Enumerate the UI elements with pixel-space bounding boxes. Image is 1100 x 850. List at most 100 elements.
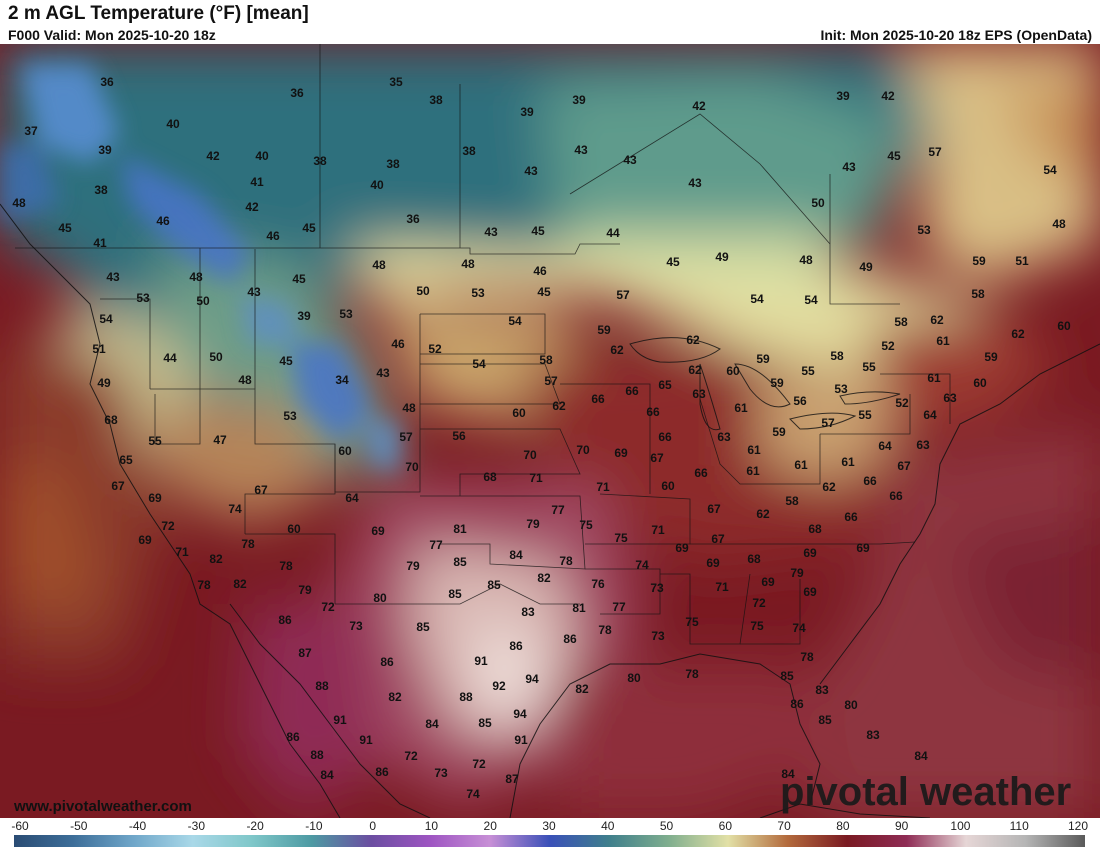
temperature-label: 50 (811, 196, 825, 210)
temperature-label: 67 (254, 483, 268, 497)
temperature-label: 69 (803, 585, 817, 599)
temperature-field (0, 44, 1100, 818)
colorbar-tick-label: -20 (246, 819, 264, 833)
temperature-label: 69 (138, 533, 152, 547)
temperature-label: 88 (315, 679, 329, 693)
temperature-label: 62 (930, 313, 944, 327)
temperature-label: 40 (255, 149, 269, 163)
temperature-label: 85 (780, 669, 794, 683)
temperature-label: 54 (750, 292, 764, 306)
temperature-label: 78 (241, 537, 255, 551)
temperature-label: 82 (233, 577, 247, 591)
temperature-label: 57 (399, 430, 413, 444)
temperature-label: 38 (386, 157, 400, 171)
temperature-label: 48 (189, 270, 203, 284)
temperature-label: 45 (666, 255, 680, 269)
colorbar-tick-label: 100 (950, 819, 971, 833)
temperature-label: 55 (858, 408, 872, 422)
temperature-label: 79 (526, 517, 540, 531)
temperature-label: 65 (658, 378, 672, 392)
temperature-label: 80 (844, 698, 858, 712)
temperature-label: 53 (471, 286, 485, 300)
temperature-label: 48 (1052, 217, 1066, 231)
temperature-label: 66 (863, 474, 877, 488)
temperature-label: 63 (916, 438, 930, 452)
temperature-label: 83 (521, 605, 535, 619)
colorbar-tick-label: 70 (777, 819, 791, 833)
temperature-label: 51 (1015, 254, 1029, 268)
temperature-label: 72 (161, 519, 175, 533)
temperature-label: 49 (97, 376, 111, 390)
temperature-label: 84 (509, 548, 523, 562)
colorbar-ticks: -60 -50 -40 -30 -20 -10 0 10 20 30 40 50 60 70 80 90 100… (0, 818, 1100, 834)
temperature-label: 50 (416, 284, 430, 298)
temperature-label: 62 (756, 507, 770, 521)
temperature-label: 88 (459, 690, 473, 704)
temperature-label: 42 (206, 149, 220, 163)
temperature-label: 62 (822, 480, 836, 494)
temperature-label: 60 (1057, 319, 1071, 333)
temperature-label: 64 (878, 439, 892, 453)
temperature-label: 38 (429, 93, 443, 107)
colorbar-tick-label: 40 (601, 819, 615, 833)
temperature-label: 66 (694, 466, 708, 480)
temperature-label: 40 (166, 117, 180, 131)
temperature-label: 66 (646, 405, 660, 419)
temperature-label: 45 (279, 354, 293, 368)
colorbar-tick-label: -60 (11, 819, 29, 833)
temperature-label: 86 (286, 730, 300, 744)
temperature-label: 83 (815, 683, 829, 697)
temperature-label: 64 (923, 408, 937, 422)
temperature-label: 42 (692, 99, 706, 113)
temperature-label: 68 (747, 552, 761, 566)
temperature-label: 79 (298, 583, 312, 597)
temperature-label: 39 (98, 143, 112, 157)
temperature-label: 82 (209, 552, 223, 566)
temperature-label: 55 (801, 364, 815, 378)
temperature-label: 43 (484, 225, 498, 239)
temperature-label: 84 (914, 749, 928, 763)
temperature-label: 85 (487, 578, 501, 592)
colorbar-tick-label: -30 (187, 819, 205, 833)
temperature-label: 59 (756, 352, 770, 366)
temperature-label: 42 (881, 89, 895, 103)
temperature-label: 83 (866, 728, 880, 742)
temperature-label: 39 (572, 93, 586, 107)
colorbar-tick-label: 0 (369, 819, 376, 833)
temperature-label: 68 (808, 522, 822, 536)
temperature-label: 43 (842, 160, 856, 174)
temperature-label: 57 (544, 374, 558, 388)
temperature-label: 67 (111, 479, 125, 493)
temperature-label: 63 (943, 391, 957, 405)
temperature-label: 43 (688, 176, 702, 190)
site-url[interactable]: www.pivotalweather.com (14, 798, 192, 815)
temperature-label: 45 (58, 221, 72, 235)
temperature-label: 84 (425, 717, 439, 731)
temperature-label: 44 (163, 351, 177, 365)
temperature-label: 66 (658, 430, 672, 444)
temperature-label: 73 (651, 629, 665, 643)
temperature-label: 69 (803, 546, 817, 560)
temperature-label: 82 (388, 690, 402, 704)
temperature-label: 73 (434, 766, 448, 780)
temperature-label: 82 (537, 571, 551, 585)
temperature-label: 41 (250, 175, 264, 189)
temperature-label: 53 (834, 382, 848, 396)
temperature-label: 59 (772, 425, 786, 439)
temperature-label: 91 (359, 733, 373, 747)
temperature-label: 36 (406, 212, 420, 226)
temperature-label: 69 (675, 541, 689, 555)
temperature-label: 60 (973, 376, 987, 390)
temperature-label: 49 (715, 250, 729, 264)
temperature-label: 69 (614, 446, 628, 460)
temperature-label: 64 (345, 491, 359, 505)
colorbar-tick-label: 120 (1067, 819, 1089, 833)
temperature-label: 63 (692, 387, 706, 401)
temperature-label: 78 (685, 667, 699, 681)
temperature-label: 79 (406, 559, 420, 573)
temperature-label: 41 (93, 236, 107, 250)
temperature-label: 71 (596, 480, 610, 494)
temperature-label: 45 (292, 272, 306, 286)
temperature-label: 54 (508, 314, 522, 328)
temperature-label: 80 (373, 591, 387, 605)
